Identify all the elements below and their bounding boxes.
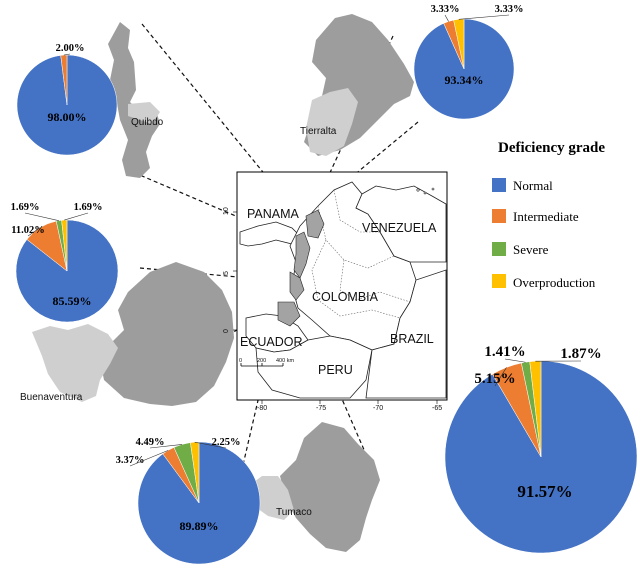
scale-label-200: 200: [257, 358, 266, 364]
legend-label-normal: Normal: [513, 178, 553, 193]
site-label-buenaventura: Buenaventura: [20, 392, 83, 403]
pie-label-normal: 91.57%: [517, 482, 572, 501]
pie-leader-line: [27, 227, 41, 237]
scale-label-0: 0: [239, 358, 242, 364]
legend-label-intermediate: Intermediate: [513, 209, 579, 224]
department-buenaventura-map: Buenaventura: [20, 262, 234, 406]
pie-label-overproduction: 2.25%: [212, 437, 241, 448]
pie-label-severe: 1.69%: [11, 202, 40, 213]
pie-chart-quibdo: 98.00% 2.00%: [16, 43, 118, 156]
lon-tick-m80: -80: [257, 405, 267, 412]
country-label-brazil: BRAZIL: [390, 332, 434, 346]
pie-label-intermediate: 3.37%: [116, 455, 145, 466]
connector-tumaco-left: [239, 339, 273, 479]
pie-label-normal: 85.59%: [53, 294, 92, 308]
department-borders: [311, 189, 411, 319]
highlight-choco: [293, 231, 311, 279]
legend-swatch-normal: [492, 178, 506, 192]
pie-label-severe: 1.41%: [484, 344, 525, 360]
highlight-narino: [277, 301, 301, 327]
pie-leader-line: [194, 441, 227, 449]
lat-tick-0: 0: [223, 329, 230, 333]
lon-tick-m75: -75: [316, 405, 326, 412]
highlight-cordoba: [305, 209, 325, 239]
scale-bar: 0 200 400 km: [239, 358, 294, 367]
pie-leader-line: [129, 450, 169, 467]
legend-swatch-severe: [492, 242, 506, 256]
pie-label-normal: 89.89%: [180, 519, 219, 533]
pie-label-intermediate: 11.02%: [11, 225, 45, 236]
site-label-tierralta: Tierralta: [300, 126, 337, 137]
country-outlines: [239, 181, 447, 399]
department-quibdo-map: Quibdo: [108, 22, 164, 178]
tierralta-municipality-shape: [306, 88, 358, 156]
site-label-quibdo: Quibdo: [131, 117, 164, 128]
pie-label-normal: 93.34%: [445, 73, 484, 87]
pie-leader-line: [64, 212, 89, 221]
pie-label-normal: 98.00%: [48, 110, 87, 124]
connector-tierralta-bottom: [329, 121, 419, 196]
lat-tick-10: 10: [223, 207, 230, 215]
pie-charts: 98.00% 2.00% 93.34% 3.33% 3.33% 85.59% 11.02% 1…: [11, 4, 638, 565]
department-tierralta-map: Tierralta: [300, 14, 414, 156]
pie-label-intermediate: 2.00%: [56, 43, 85, 54]
pie-chart-total: 91.57% 5.15% 1.41% 1.87%: [444, 344, 638, 554]
pie-chart-tumaco: 89.89% 3.37% 4.49% 2.25%: [116, 437, 261, 565]
pie-label-severe: 4.49%: [136, 437, 165, 448]
country-label-colombia: COLOMBIA: [312, 290, 379, 304]
legend-swatch-overproduction: [492, 274, 506, 288]
choco-department-shape: [108, 22, 160, 178]
scale-label-400: 400 km: [276, 358, 294, 364]
lon-tick-m65: -65: [432, 405, 442, 412]
pie-slice-normal: [15, 219, 119, 323]
highlight-valle: [289, 271, 305, 301]
narino-department-shape: [280, 422, 380, 552]
country-label-venezuela: VENEZUELA: [362, 221, 437, 235]
pie-leader-line: [149, 444, 183, 449]
pie-leader-line: [458, 14, 510, 20]
country-label-panama: PANAMA: [247, 207, 300, 221]
country-label-peru: PERU: [318, 363, 353, 377]
central-map: PANAMA VENEZUELA COLOMBIA ECUADOR PERU B…: [223, 171, 448, 412]
pie-slice-intermediate: [60, 54, 68, 106]
highlighted-departments: [277, 209, 325, 327]
pie-label-overproduction: 1.69%: [74, 202, 103, 213]
pie-leader-line: [63, 53, 71, 56]
pie-label-overproduction: 3.33%: [495, 4, 524, 15]
pie-label-overproduction: 1.87%: [560, 346, 601, 362]
legend-label-severe: Severe: [513, 242, 549, 257]
quibdo-municipality-shape: [128, 102, 160, 124]
lat-tick-5: 5: [223, 271, 230, 275]
pie-chart-tierralta: 93.34% 3.33% 3.33%: [413, 4, 524, 120]
legend-swatch-intermediate: [492, 209, 506, 223]
brazil-outline: [365, 269, 447, 399]
pie-leader-line: [494, 367, 507, 387]
pie-slice-normal: [137, 441, 261, 565]
pie-leader-line: [24, 212, 59, 221]
site-label-tumaco: Tumaco: [276, 507, 312, 518]
pie-leader-line: [444, 14, 449, 22]
country-label-ecuador: ECUADOR: [240, 335, 303, 349]
islands: [416, 187, 435, 195]
legend-title: Deficiency grade: [498, 140, 605, 156]
pie-leader-line: [504, 358, 526, 363]
pie-label-intermediate: 5.15%: [474, 371, 515, 387]
venezuela-outline: [355, 185, 447, 263]
valle-department-shape: [100, 262, 234, 406]
buenaventura-municipality-shape: [32, 324, 118, 402]
legend-label-overproduction: Overproduction: [513, 275, 596, 290]
pie-label-intermediate: 3.33%: [431, 4, 460, 15]
lon-tick-m70: -70: [373, 405, 383, 412]
pie-chart-buenaventura: 85.59% 11.02% 1.69% 1.69%: [11, 202, 119, 323]
legend: Deficiency grade Normal Intermediate Sev…: [492, 140, 605, 290]
